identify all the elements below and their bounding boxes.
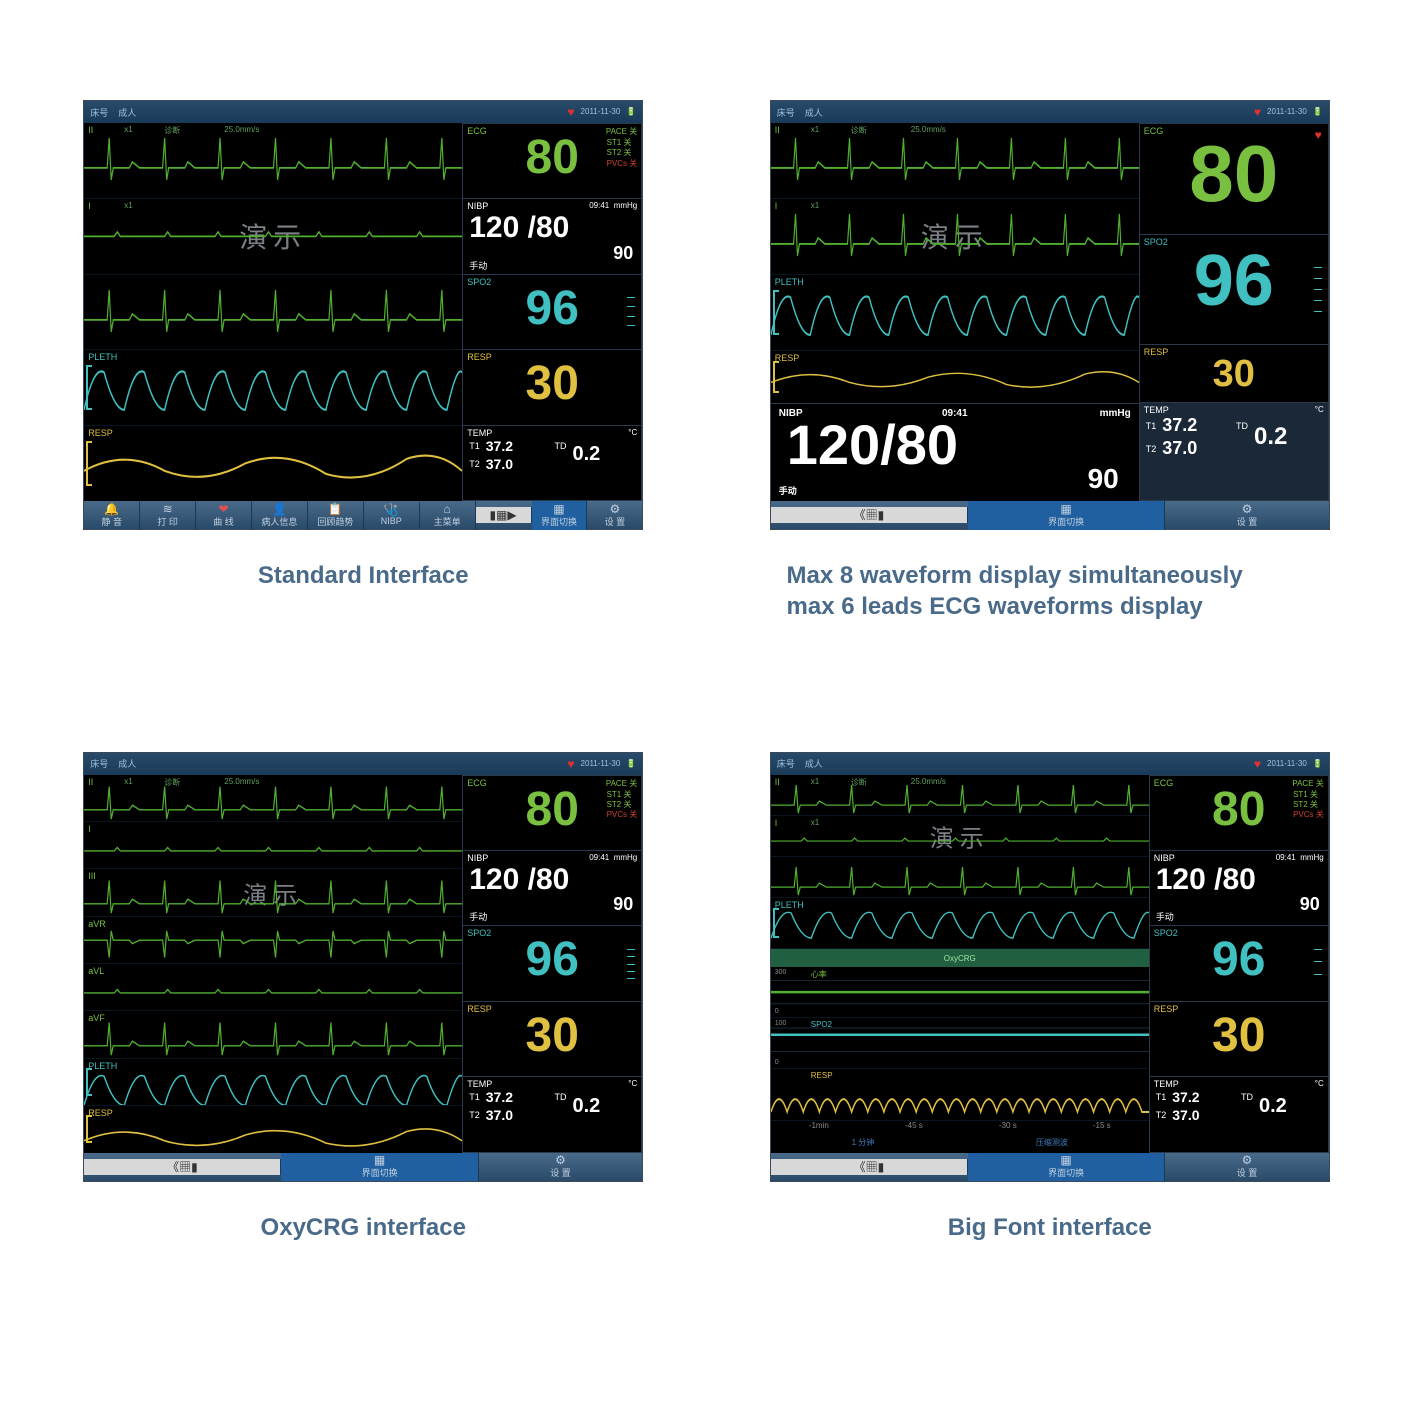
footer-btn[interactable]: ⌂主菜单 xyxy=(420,501,476,530)
resp-wave-label: RESP xyxy=(88,428,113,438)
monitor-header: 床号 成人 ♥ 2011-11-30 🔋 xyxy=(84,753,642,775)
settings-button[interactable]: ⚙设 置 xyxy=(479,1152,643,1181)
temp-t1: 37.2 xyxy=(486,438,549,454)
heart-icon: ♥ xyxy=(1315,128,1322,142)
monitor-footer: 🔔静 音 ≋打 印 ❤曲 线 👤病人信息 📋回顾趋势 🩺NIBP ⌂主菜单 ▮▦… xyxy=(84,501,642,529)
settings-button[interactable]: ⚙设 置 xyxy=(1165,501,1329,530)
oxycrg-bottom-labels: 1 分钟 压缩测波 xyxy=(771,1137,1149,1153)
caption-max8: Max 8 waveform display simultaneously ma… xyxy=(747,560,1354,622)
nibp-dia: 80 xyxy=(536,211,569,244)
oxycrg-resp-row: RESP xyxy=(771,1069,1149,1120)
nibp-param[interactable]: NIBP 09:41 mmHg 120 /80 90 手动 xyxy=(462,199,642,274)
temp-param[interactable]: TEMP °C T137.2 TD0.2 T237.0 xyxy=(462,426,642,501)
param-column: ECG PACE 关 80 ST1 关 ST2 关 PVCs 关 NIBP 09… xyxy=(462,123,642,501)
view-switch-button[interactable]: ▦界面切换 xyxy=(532,501,588,530)
ecg-wave-3 xyxy=(84,275,462,350)
footer-btn[interactable]: ❤曲 线 xyxy=(196,501,252,530)
resp-wave xyxy=(84,426,462,501)
footer-btn[interactable]: 🔔静 音 xyxy=(84,501,140,530)
resp-param-big[interactable]: RESP 30 xyxy=(1139,345,1329,403)
alarm-icon: ♥ xyxy=(567,758,574,770)
standard-monitor: 床号 成人 ♥ 2011-11-30 🔋 II x1 诊断 25.0mm/s I xyxy=(83,100,643,530)
ecg-wave-1 xyxy=(84,123,462,198)
resp-param[interactable]: RESP 30 xyxy=(462,350,642,425)
footer-btn[interactable]: 🩺NIBP xyxy=(364,502,420,528)
oxycrg-monitor: 床号 成人 ♥ 2011-11-30 🔋 IIx1诊断25.0mm/s Ix1 … xyxy=(770,752,1330,1182)
ecg-wave-2 xyxy=(84,199,462,274)
caption-standard: Standard Interface xyxy=(60,560,667,591)
max8-monitor: 床号 成人 ♥ 2011-11-30 🔋 IIx1诊断25.0mm/s I II… xyxy=(83,752,643,1182)
temp-t2: 37.0 xyxy=(486,456,549,472)
alarm-icon: ♥ xyxy=(1254,758,1261,770)
footer-btn[interactable]: 📋回顾趋势 xyxy=(308,501,364,530)
pleth-wave xyxy=(84,350,462,425)
battery-icon: 🔋 xyxy=(1313,760,1323,768)
oxycrg-banner: OxyCRG xyxy=(771,949,1149,967)
lead-label-2: I xyxy=(88,201,91,211)
ecg-param[interactable]: ECG PACE 关 80 ST1 关 ST2 关 PVCs 关 xyxy=(462,123,642,199)
patient-type: 成人 xyxy=(118,106,136,119)
bigfont-monitor: 床号 成人 ♥ 2011-11-30 🔋 II x1 诊断 25.0mm/s xyxy=(770,100,1330,530)
caption-bigfont: Big Font interface xyxy=(747,1212,1354,1243)
ecg-param-big[interactable]: ECG ♥ 80 xyxy=(1139,123,1329,235)
pleth-label: PLETH xyxy=(88,352,117,362)
waveform-area: II x1 诊断 25.0mm/s I x1 演示 PLETH xyxy=(84,123,462,501)
footer-btn[interactable]: 👤病人信息 xyxy=(252,501,308,530)
spo2-param-big[interactable]: SPO2 96 xyxy=(1139,235,1329,346)
caption-oxycrg: OxyCRG interface xyxy=(60,1212,667,1243)
monitor-header: 床号 成人 ♥ 2011-11-30 🔋 xyxy=(84,101,642,123)
nibp-sys: 120 xyxy=(469,211,519,244)
monitor-header: 床号 成人 ♥ 2011-11-30 🔋 xyxy=(771,753,1329,775)
max8-interface-cell: 床号 成人 ♥ 2011-11-30 🔋 IIx1诊断25.0mm/s I II… xyxy=(60,752,667,1312)
oxycrg-interface-cell: 床号 成人 ♥ 2011-11-30 🔋 IIx1诊断25.0mm/s Ix1 … xyxy=(747,752,1354,1312)
oxycrg-spo2-row: 100 SPO2 0 xyxy=(771,1018,1149,1069)
settings-button[interactable]: ⚙设 置 xyxy=(587,501,642,530)
nibp-big-panel[interactable]: NIBP 09:41 mmHg 120/80 90 手动 xyxy=(771,403,1139,501)
resp-value: 30 xyxy=(469,360,635,408)
spo2-param[interactable]: SPO2 96 xyxy=(462,275,642,350)
footer-btn[interactable]: ≋打 印 xyxy=(140,501,196,530)
page-next-button[interactable]: ▮▦▶ xyxy=(476,507,532,523)
nibp-mean: 90 xyxy=(613,243,633,264)
monitor-header: 床号 成人 ♥ 2011-11-30 🔋 xyxy=(771,101,1329,123)
alarm-icon: ♥ xyxy=(1254,106,1261,118)
spo2-bar xyxy=(627,297,635,334)
view-switch-button[interactable]: ▦界面切换 xyxy=(968,501,1165,530)
monitor-footer: 《▦▮ ▦界面切换 ⚙设 置 xyxy=(771,501,1329,529)
temp-param-big[interactable]: TEMP °C T137.2 TD0.2 T237.0 xyxy=(1139,403,1329,501)
bigfont-interface-cell: 床号 成人 ♥ 2011-11-30 🔋 II x1 诊断 25.0mm/s xyxy=(747,100,1354,692)
bed-label: 床号 xyxy=(90,106,108,119)
standard-interface-cell: 床号 成人 ♥ 2011-11-30 🔋 II x1 诊断 25.0mm/s I xyxy=(60,100,667,692)
page-prev-button[interactable]: 《▦▮ xyxy=(771,1159,968,1175)
page-prev-button[interactable]: 《▦▮ xyxy=(771,507,968,523)
lead-label: II xyxy=(88,125,93,135)
settings-button[interactable]: ⚙设 置 xyxy=(1165,1152,1329,1181)
alarm-icon: ♥ xyxy=(567,106,574,118)
spo2-value: 96 xyxy=(469,285,635,333)
view-switch-button[interactable]: ▦界面切换 xyxy=(968,1152,1165,1181)
battery-icon: 🔋 xyxy=(626,760,636,768)
battery-icon: 🔋 xyxy=(626,108,636,116)
temp-td: 0.2 xyxy=(573,443,636,466)
view-switch-button[interactable]: ▦界面切换 xyxy=(281,1152,478,1181)
oxycrg-hr-row: 300 心率 0 xyxy=(771,967,1149,1018)
oxycrg-time-axis: -1min -45 s -30 s -15 s xyxy=(771,1121,1149,1137)
page-prev-button[interactable]: 《▦▮ xyxy=(84,1159,281,1175)
header-date: 2011-11-30 xyxy=(581,108,621,116)
battery-icon: 🔋 xyxy=(1313,108,1323,116)
